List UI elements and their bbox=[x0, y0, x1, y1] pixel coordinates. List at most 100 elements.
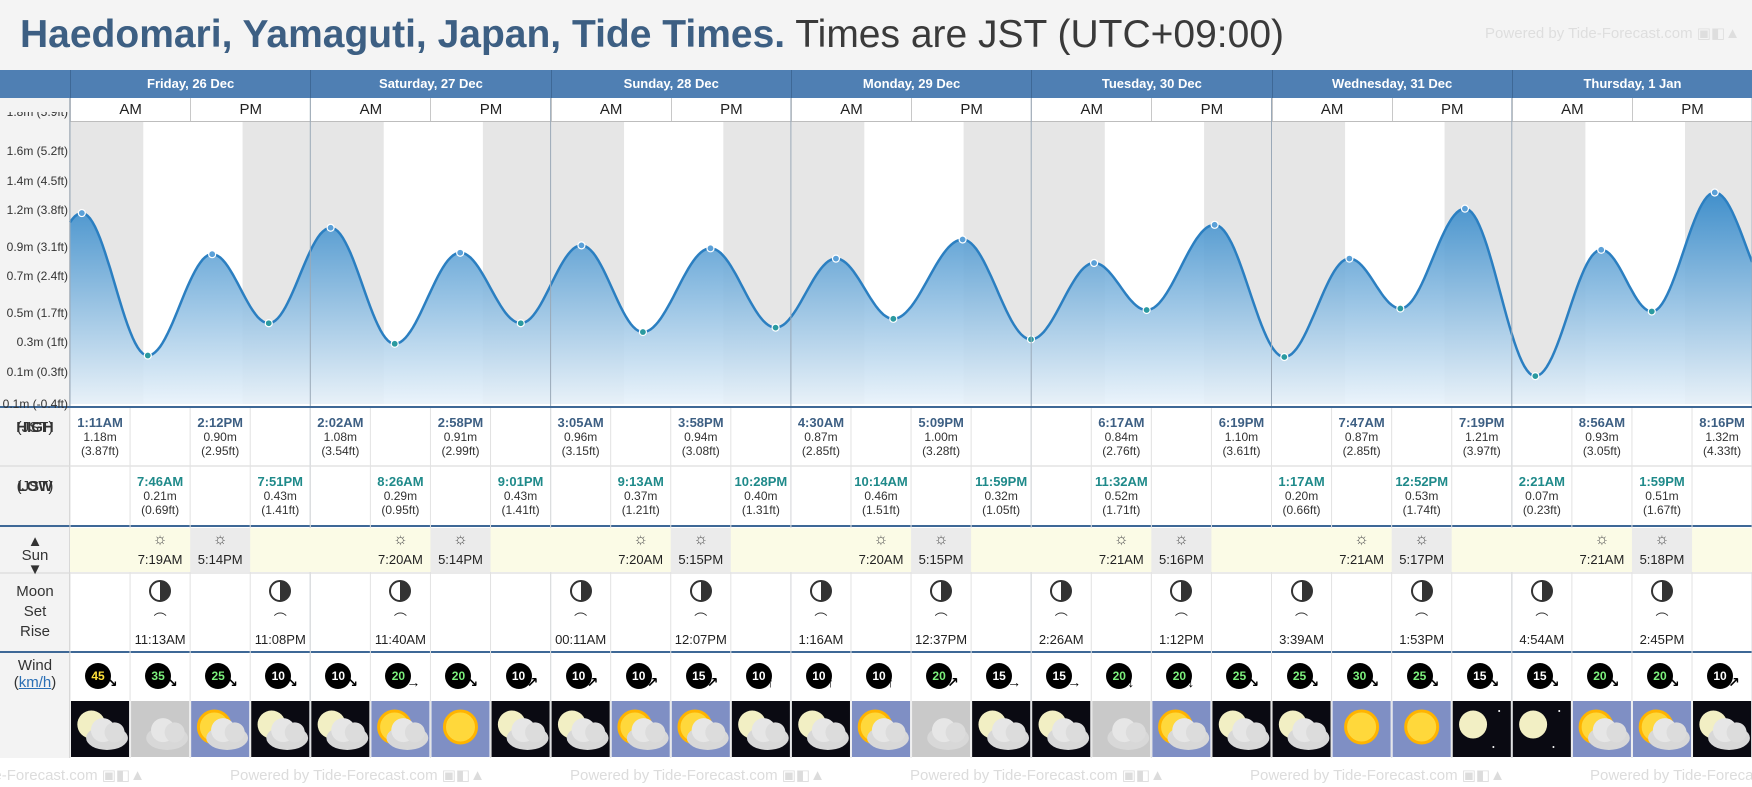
am-label: AM bbox=[1271, 98, 1392, 121]
high-tide-event: 4:30AM 0.87m (2.85ft) bbox=[797, 415, 845, 459]
wind-speed: 15 bbox=[1466, 663, 1493, 689]
weather-night-cloud-icon bbox=[311, 701, 370, 757]
wind-speed: 25 bbox=[1226, 663, 1253, 689]
wind-direction-icon: ↑ bbox=[887, 674, 894, 690]
tide-line bbox=[68, 191, 1752, 378]
weather-night-cloud-icon bbox=[71, 701, 130, 757]
day-header: Tuesday, 30 Dec bbox=[1031, 70, 1271, 98]
powered-by-top[interactable]: Powered by Tide-Forecast.com ▣◧▲ bbox=[1485, 25, 1740, 42]
sunset-icon: ☼ bbox=[933, 531, 949, 548]
kmh-link[interactable]: km/h bbox=[18, 674, 52, 691]
weather-night-cloud-icon bbox=[791, 701, 850, 757]
sunset-icon: ☼ bbox=[212, 531, 228, 548]
sunrise-time: 7:20AM bbox=[858, 552, 904, 567]
high-tide-event: 3:58PM 0.94m (3.08ft) bbox=[678, 415, 724, 459]
sunset-cell bbox=[1631, 528, 1693, 572]
wind-speed: 25 bbox=[205, 663, 232, 689]
wind-speed: 15 bbox=[1046, 663, 1073, 689]
powered-by-footer[interactable]: Powered by Tide-Forecast.com ▣◧▲ bbox=[1250, 767, 1505, 784]
moon-rise-icon: ⌒ bbox=[393, 612, 407, 627]
pm-label: PM bbox=[1631, 98, 1752, 121]
low-tide-point bbox=[771, 323, 780, 332]
weather-night-cloud-icon bbox=[551, 701, 610, 757]
day-header-bar: Friday, 26 Dec Saturday, 27 Dec Sunday, 28… bbox=[0, 70, 1752, 98]
moon-set-time: 1:16AM bbox=[798, 632, 844, 647]
moon-rise-time: 1:12PM bbox=[1158, 632, 1204, 647]
day-header: Saturday, 27 Dec bbox=[310, 70, 550, 98]
day-header: Wednesday, 31 Dec bbox=[1271, 70, 1512, 98]
footer-bar bbox=[0, 758, 1752, 787]
low-tide-event: 8:26AM 0.29m (0.95ft) bbox=[377, 474, 424, 518]
low-tide-point bbox=[390, 339, 399, 348]
low-tide-point bbox=[1531, 371, 1540, 381]
wind-direction-icon: ↘ bbox=[106, 674, 118, 690]
sunrise-icon: ☼ bbox=[1113, 531, 1129, 548]
wind-direction-icon: ↘ bbox=[286, 674, 298, 690]
moon-phase-icon bbox=[1650, 580, 1673, 602]
high-tide-point bbox=[456, 248, 465, 257]
weather-sun-cloud-icon bbox=[191, 701, 250, 757]
sunset-cell bbox=[190, 528, 251, 572]
powered-by-footer[interactable]: Powered by Tide-Forecast.com ▣◧▲ bbox=[0, 767, 145, 784]
sunset-cell bbox=[430, 528, 491, 572]
high-tide-event: 1:11AM 1.18m (3.87ft) bbox=[77, 415, 123, 459]
high-tide-point bbox=[77, 208, 86, 218]
high-tide-event: 5:09PM 1.00m (3.28ft) bbox=[918, 415, 964, 459]
low-tide-point bbox=[889, 314, 898, 323]
wind-speed: 30 bbox=[1346, 663, 1373, 689]
low-tide-point bbox=[516, 319, 525, 328]
high-tide-event: 2:12PM 0.90m (2.95ft) bbox=[197, 415, 243, 459]
weather-night-cloud-icon bbox=[491, 701, 550, 757]
wind-speed: 10 bbox=[265, 663, 292, 689]
wind-direction-icon: ↘ bbox=[1307, 674, 1320, 690]
weather-sun-cloud-icon bbox=[851, 701, 911, 757]
weather-night-cloud-icon bbox=[251, 701, 310, 757]
sunset-icon: ☼ bbox=[693, 531, 709, 548]
low-tide-point bbox=[143, 351, 152, 360]
low-tide-point bbox=[1647, 307, 1656, 316]
wind-speed: 15 bbox=[986, 663, 1013, 689]
powered-by-footer[interactable]: Powered by Tide-Forecast.com ▣◧▲ bbox=[1590, 767, 1752, 784]
y-axis-label: 0.1m (-0.4ft) bbox=[2, 397, 68, 411]
moon-rise-time: 11:40AM bbox=[374, 632, 426, 647]
low-tide-point bbox=[264, 319, 273, 328]
wind-speed: 15 bbox=[685, 663, 712, 689]
wind-speed: 20 bbox=[1106, 663, 1133, 689]
high-tide-point bbox=[1460, 204, 1470, 213]
low-tide-event: 2:21AM 0.07m (0.23ft) bbox=[1518, 474, 1565, 518]
moon-rise-icon: ⌒ bbox=[1415, 612, 1429, 627]
low-tide-event: 7:46AM 0.21m (0.69ft) bbox=[136, 474, 184, 518]
moon-set-time: 11:08PM bbox=[254, 632, 306, 647]
am-pm-row: AM PM AM PM AM PM AM PM AM PM AM PM AM PM bbox=[0, 98, 1752, 122]
wind-speed: 10 bbox=[625, 663, 652, 689]
powered-by-footer[interactable]: Powered by Tide-Forecast.com ▣◧▲ bbox=[570, 767, 825, 784]
low-tide-event: 9:13AM 0.37m (1.21ft) bbox=[617, 474, 664, 518]
y-axis-label: 0.1m (0.3ft) bbox=[6, 364, 68, 379]
day-header: Monday, 29 Dec bbox=[790, 70, 1031, 98]
low-tide-event: 10:14AM 0.46m (1.51ft) bbox=[854, 474, 908, 518]
wind-speed: 45 bbox=[85, 663, 112, 689]
powered-by-footer[interactable]: Powered by Tide-Forecast.com ▣◧▲ bbox=[910, 767, 1165, 784]
wind-direction-icon: ↘ bbox=[1547, 674, 1560, 690]
page-title: Haedomari, Yamaguti, Japan, Tide Times. … bbox=[20, 12, 1284, 58]
wind-direction-icon: ↗ bbox=[706, 674, 719, 690]
sunset-cell bbox=[1151, 528, 1212, 572]
weather-sun-icon bbox=[1332, 701, 1391, 757]
powered-by-footer[interactable]: Powered by Tide-Forecast.com ▣◧▲ bbox=[230, 767, 485, 784]
sunset-cell bbox=[1391, 528, 1452, 572]
wind-direction-icon: ↘ bbox=[466, 674, 479, 690]
weather-night-moon-icon bbox=[1512, 701, 1571, 757]
wind-speed: 10 bbox=[805, 663, 832, 689]
moon-set-time: 4:54AM bbox=[1519, 632, 1565, 647]
wind-direction-icon: ↗ bbox=[586, 674, 599, 690]
wind-direction-icon: ↘ bbox=[226, 674, 238, 690]
y-axis-label: 1.8m (5.9ft) bbox=[6, 112, 68, 119]
title-bar: Haedomari, Yamaguti, Japan, Tide Times. … bbox=[0, 0, 1752, 70]
high-tide-point bbox=[831, 254, 841, 263]
weather-night-moon-icon bbox=[1452, 701, 1511, 757]
y-axis-label: 1.6m (5.2ft) bbox=[6, 144, 68, 159]
high-tide-event: 8:16PM 1.32m (4.33ft) bbox=[1699, 415, 1745, 459]
sunset-cell bbox=[911, 528, 972, 572]
sunrise-time: 7:20AM bbox=[618, 552, 664, 567]
